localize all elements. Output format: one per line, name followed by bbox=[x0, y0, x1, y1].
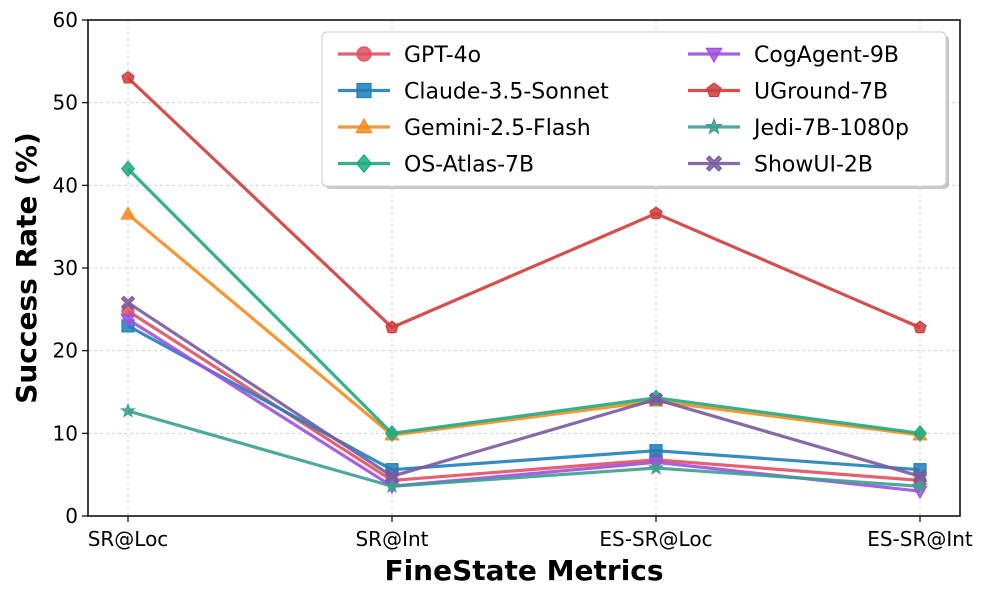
data-point bbox=[912, 424, 928, 442]
legend-marker bbox=[706, 82, 722, 98]
legend-item: Gemini-2.5-Flash bbox=[338, 116, 591, 141]
data-point bbox=[385, 320, 399, 334]
series-line bbox=[126, 213, 921, 437]
y-tick-label: 10 bbox=[53, 421, 78, 445]
series-line bbox=[127, 409, 921, 488]
series-layer bbox=[120, 70, 928, 500]
x-tick-label: SR@Loc bbox=[88, 527, 169, 551]
data-point bbox=[121, 70, 135, 84]
legend-item: UGround-7B bbox=[688, 80, 888, 105]
legend: GPT-4o Claude-3.5-Sonnet Gemini-2.5-Flash O… bbox=[321, 31, 949, 189]
y-tick-label: 60 bbox=[53, 8, 78, 32]
legend-item: CogAgent-9B bbox=[688, 43, 899, 68]
series-claude-3-5-sonnet bbox=[121, 319, 927, 477]
data-point bbox=[912, 469, 928, 484]
data-point bbox=[649, 206, 663, 220]
legend-item: Jedi-7B-1080p bbox=[688, 116, 909, 141]
series-jedi-7b-1080p bbox=[120, 402, 928, 494]
legend-marker bbox=[355, 117, 373, 134]
legend-item: ShowUI-2B bbox=[688, 153, 873, 178]
legend-label: UGround-7B bbox=[754, 80, 888, 105]
legend-marker bbox=[356, 82, 372, 99]
data-point bbox=[120, 206, 136, 220]
series-line bbox=[126, 76, 921, 330]
y-tick-label: 0 bbox=[65, 504, 78, 528]
series-line bbox=[127, 324, 921, 472]
series-line bbox=[127, 301, 921, 478]
series-gemini-2-5-flash bbox=[120, 206, 928, 441]
data-point bbox=[912, 477, 928, 494]
x-axis-title: FineState Metrics bbox=[384, 554, 663, 587]
x-tick-label: SR@Int bbox=[355, 527, 428, 551]
series-line bbox=[127, 317, 921, 493]
legend-box bbox=[321, 31, 947, 187]
legend-label: CogAgent-9B bbox=[754, 43, 899, 68]
data-point bbox=[384, 477, 400, 494]
y-tick-label: 20 bbox=[53, 339, 78, 363]
legend-label: OS-Atlas-7B bbox=[404, 153, 534, 178]
legend-marker bbox=[704, 117, 724, 135]
legend-label: Jedi-7B-1080p bbox=[752, 116, 909, 141]
y-axis-title: Success Rate (%) bbox=[10, 132, 43, 404]
legend-marker bbox=[705, 47, 723, 64]
legend-label: Gemini-2.5-Flash bbox=[404, 116, 591, 141]
series-showui-2b bbox=[120, 295, 928, 484]
legend-item: Claude-3.5-Sonnet bbox=[338, 80, 609, 105]
data-point bbox=[384, 469, 400, 484]
data-point bbox=[648, 459, 664, 475]
legend-item: OS-Atlas-7B bbox=[338, 153, 534, 178]
legend-marker bbox=[355, 153, 373, 174]
legend-marker bbox=[705, 155, 723, 172]
series-uground-7b bbox=[121, 70, 927, 334]
y-axis-ticks: 0 10 20 30 40 50 60 bbox=[53, 8, 88, 528]
x-tick-label: ES-SR@Loc bbox=[599, 527, 712, 551]
legend-label: Claude-3.5-Sonnet bbox=[404, 80, 609, 105]
data-point bbox=[384, 424, 400, 442]
y-tick-label: 30 bbox=[53, 256, 78, 280]
x-axis-ticks: SR@Loc SR@Int ES-SR@Loc ES-SR@Int bbox=[88, 516, 973, 551]
x-tick-label: ES-SR@Int bbox=[867, 527, 973, 551]
data-point bbox=[649, 444, 663, 458]
series-line bbox=[126, 167, 921, 435]
legend-label: ShowUI-2B bbox=[754, 153, 873, 178]
legend-label: GPT-4o bbox=[404, 43, 481, 68]
data-point bbox=[120, 402, 136, 418]
data-point bbox=[648, 392, 664, 407]
data-point bbox=[120, 313, 136, 328]
data-point bbox=[120, 295, 136, 310]
data-point bbox=[913, 320, 927, 334]
legend-item: GPT-4o bbox=[338, 43, 481, 68]
series-os-atlas-7b bbox=[120, 160, 928, 442]
y-tick-label: 50 bbox=[53, 91, 78, 115]
y-tick-label: 40 bbox=[53, 173, 78, 197]
series-line bbox=[127, 309, 921, 483]
legend-marker bbox=[356, 46, 372, 62]
data-point bbox=[120, 160, 136, 178]
